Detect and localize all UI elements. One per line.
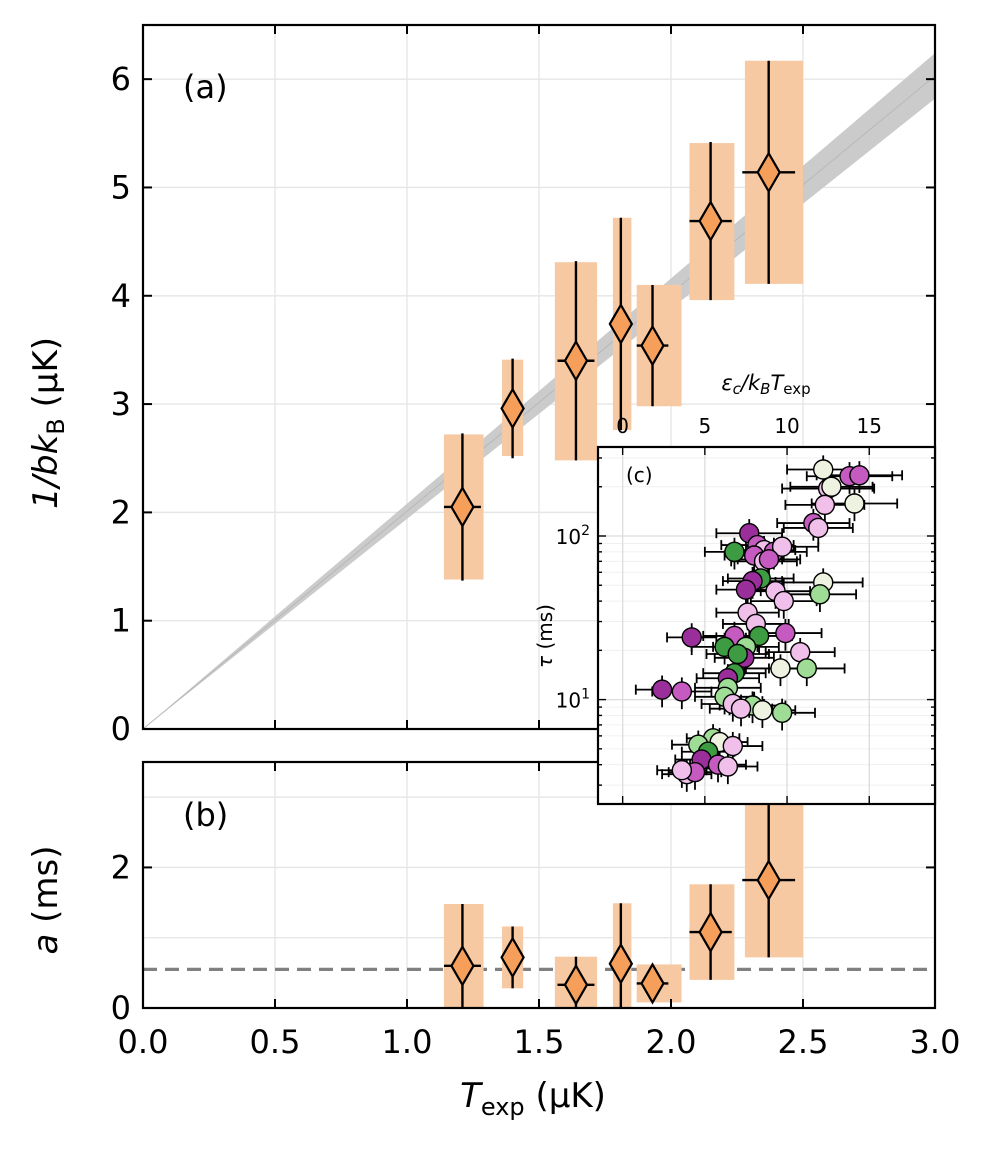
panel-c-xtick-label: 0 <box>616 414 629 438</box>
panel-c-point <box>735 579 757 600</box>
panel-c-point <box>681 627 702 648</box>
panel-c-point <box>796 658 817 679</box>
panel-c-background <box>598 447 935 804</box>
panel-a-point <box>450 485 475 529</box>
panel-a-ylabel: 1/bkB (μK) <box>26 337 70 509</box>
panel-c-xtick-label: 15 <box>857 414 882 438</box>
panel-c-point <box>727 643 748 665</box>
panel-c-point <box>771 536 793 557</box>
panel-a-point <box>756 151 781 194</box>
panel-b-points <box>450 858 781 1007</box>
panel-b-point <box>500 936 525 979</box>
panel-a: 0 1 2 3 4 5 6 (a) 1/bkB (μK) <box>26 23 937 748</box>
panel-c-points <box>651 459 870 785</box>
panel-a-point <box>563 339 589 382</box>
panel-b-point <box>563 963 589 1007</box>
x-tick-label: 1.0 <box>382 1023 433 1061</box>
panel-a-ytick-label: 3 <box>111 385 131 423</box>
panel-a-ytick-labels: 0 1 2 3 4 5 6 <box>111 60 131 748</box>
panel-a-label: (a) <box>183 68 228 106</box>
panel-c-point <box>651 679 673 700</box>
panel-c-point <box>752 700 773 721</box>
panel-c-ytick-label: 102 <box>556 523 590 549</box>
panel-c-frame <box>596 445 937 806</box>
panel-c-point <box>773 590 794 612</box>
panel-b-point <box>698 910 723 954</box>
panel-c-point <box>813 459 834 480</box>
panel-c-point <box>724 541 745 563</box>
panel-b-ylabel: a (ms) <box>26 845 66 954</box>
panel-c-point <box>722 735 743 757</box>
panel-a-ytick-label: 1 <box>111 602 131 640</box>
x-tick-label: 3.0 <box>910 1023 961 1061</box>
panel-c-point <box>808 517 829 539</box>
panel-c-point <box>809 584 831 605</box>
panel-a-ytick-label: 4 <box>111 277 131 315</box>
panel-b-label: (b) <box>183 796 228 834</box>
panel-c-xtick-label: 10 <box>774 414 799 438</box>
panel-a-points <box>450 151 781 529</box>
panel-c-point <box>758 549 780 570</box>
panel-c-ytick-labels: 101 102 <box>556 523 590 713</box>
panel-c-point <box>671 681 693 702</box>
panel-c-point <box>730 698 752 719</box>
x-tick-label: 2.5 <box>778 1023 829 1061</box>
panel-c-point <box>771 702 793 724</box>
panel-b-point <box>450 944 475 988</box>
panel-a-point <box>500 387 525 430</box>
panel-c-point <box>671 760 693 781</box>
panel-c-ylabel: τ (ms) <box>533 604 557 668</box>
panel-b-xtick-labels: 0.0 0.5 1.0 1.5 2.0 2.5 3.0 <box>118 1023 961 1061</box>
panel-c-xlabel: εc/kBTexp <box>721 371 810 398</box>
panel-b-ytick-label: 0 <box>111 989 131 1027</box>
panel-c-label: (c) <box>626 463 653 487</box>
panel-a-point <box>608 302 634 346</box>
panel-b-ytick-labels: 02 <box>111 848 131 1027</box>
panel-a-point <box>640 324 665 367</box>
x-axis-label: Texp (μK) <box>460 1076 606 1121</box>
panel-c-point <box>717 756 739 777</box>
panel-c-point <box>814 494 836 516</box>
x-tick-label: 2.0 <box>646 1023 697 1061</box>
panel-b-point <box>640 962 665 1005</box>
panel-a-point <box>698 199 723 243</box>
panel-c-point <box>770 658 791 679</box>
panel-c-point <box>775 622 796 644</box>
panel-c-inset: 0 5 10 15 101 102 (c) εc/kBTexp τ (ms) <box>533 371 937 806</box>
panel-a-ytick-label: 6 <box>111 60 131 98</box>
x-tick-label: 1.5 <box>514 1023 565 1061</box>
panel-a-ytick-label: 5 <box>111 168 131 206</box>
panel-c-point <box>821 476 842 497</box>
panel-a-ytick-label: 0 <box>111 710 131 748</box>
panel-c-xtick-labels: 0 5 10 15 <box>616 414 882 438</box>
panel-c-xtick-label: 5 <box>698 414 711 438</box>
panel-c-point <box>844 493 865 514</box>
x-tick-label: 0.0 <box>118 1023 169 1061</box>
panel-c-point <box>849 465 870 486</box>
fit-band <box>143 53 935 730</box>
panel-b-point <box>756 858 781 902</box>
panel-b-point <box>608 942 634 985</box>
panel-b-ytick-label: 2 <box>111 848 131 886</box>
panel-b: 02 0.0 0.5 1.0 1.5 2.0 2.5 3.0 (b) a (ms) Texp… <box>26 760 961 1121</box>
panel-c-ticks <box>598 447 935 804</box>
panel-a-ytick-label: 2 <box>111 493 131 531</box>
x-tick-label: 0.5 <box>250 1023 301 1061</box>
panel-c-ytick-label: 101 <box>556 687 590 713</box>
panel-c-point <box>748 625 770 647</box>
panel-a-ticks <box>142 25 936 730</box>
